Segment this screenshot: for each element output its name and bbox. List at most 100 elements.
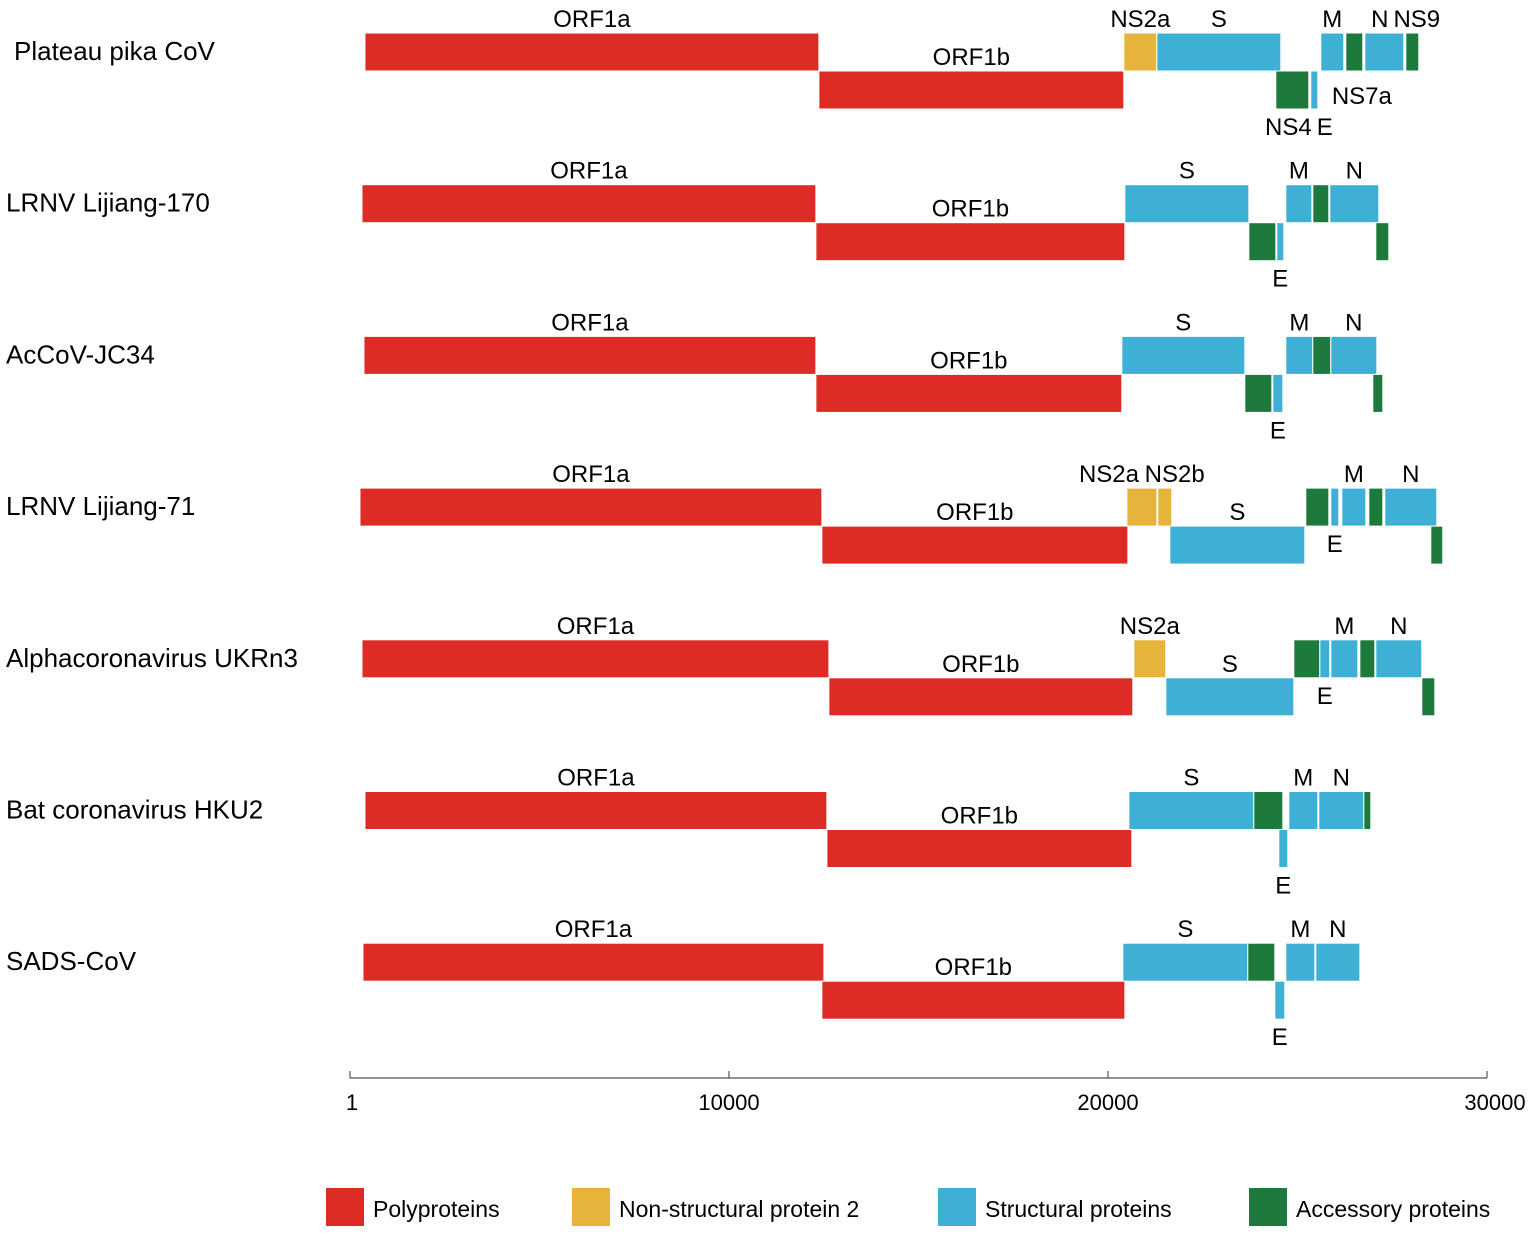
legend-label: Polyproteins	[373, 1196, 500, 1222]
gene-label: NS7a	[1332, 83, 1393, 110]
gene-label: N	[1402, 461, 1419, 488]
gene-label: NS2a	[1110, 6, 1171, 33]
gene-label: E	[1317, 114, 1333, 141]
gene-block-polyprotein	[828, 677, 1134, 717]
genome-name: LRNV Lijiang-71	[6, 491, 195, 521]
x-axis: 1 10000 20000 30000	[346, 1071, 1526, 1115]
gene-label: N	[1390, 613, 1407, 640]
gene-label: E	[1272, 1024, 1288, 1051]
gene-block-structural	[1169, 525, 1306, 565]
gene-block-structural	[1288, 791, 1319, 830]
gene-block-ns2	[1123, 32, 1158, 72]
gene-block-polyprotein	[361, 184, 817, 224]
genome-row: SADS-CoV ORF1a ORF1b S E M N	[6, 916, 1361, 1051]
gene-block-polyprotein	[364, 791, 828, 830]
gene-label: S	[1177, 916, 1193, 943]
genome-row: LRNV Lijiang-71 ORF1a ORF1b NS2a NS2b S E M N	[6, 461, 1444, 565]
gene-block-accessory	[1363, 791, 1372, 830]
gene-label: ORF1b	[933, 44, 1010, 71]
gene-label: N	[1329, 916, 1346, 943]
genome-name: SADS-CoV	[6, 946, 137, 976]
gene-block-accessory	[1275, 70, 1310, 110]
legend-swatch-structural	[938, 1188, 976, 1226]
gene-block-accessory	[1312, 335, 1332, 375]
gene-block-structural	[1121, 335, 1246, 375]
gene-label: ORF1a	[551, 309, 629, 336]
gene-block-structural	[1330, 639, 1359, 679]
gene-block-polyprotein	[818, 70, 1125, 110]
gene-label: ORF1a	[550, 158, 628, 185]
genome-name: AcCoV-JC34	[6, 339, 155, 369]
legend-swatch-polyprotein	[326, 1188, 364, 1226]
gene-block-accessory	[1368, 487, 1384, 527]
gene-label: E	[1270, 417, 1286, 444]
gene-label: E	[1317, 683, 1333, 710]
gene-label: M	[1289, 158, 1309, 185]
gene-block-polyprotein	[359, 487, 823, 527]
gene-block-accessory	[1293, 639, 1321, 679]
gene-label: ORF1a	[552, 461, 630, 488]
gene-block-structural	[1310, 70, 1319, 110]
genome-name: Alphacoronavirus UKRn3	[6, 643, 298, 673]
gene-label: ORF1a	[557, 765, 635, 792]
legend-swatch-ns2	[572, 1188, 610, 1226]
gene-label: S	[1179, 158, 1195, 185]
gene-block-accessory	[1405, 32, 1420, 72]
gene-block-accessory	[1372, 373, 1384, 413]
gene-label: N	[1333, 765, 1350, 792]
gene-block-accessory	[1248, 222, 1277, 262]
gene-block-accessory	[1375, 222, 1390, 262]
gene-block-polyprotein	[821, 980, 1126, 1020]
gene-block-polyprotein	[361, 639, 830, 679]
gene-block-polyprotein	[362, 942, 825, 982]
gene-label: ORF1a	[557, 613, 635, 640]
gene-block-structural	[1165, 677, 1295, 717]
gene-block-accessory	[1421, 677, 1436, 717]
gene-block-ns2	[1126, 487, 1158, 527]
gene-block-polyprotein	[364, 32, 820, 72]
gene-label: ORF1b	[942, 651, 1019, 678]
gene-label: NS4	[1265, 114, 1312, 141]
genome-name: Plateau pika CoV	[14, 36, 216, 66]
gene-block-accessory	[1345, 32, 1364, 72]
tick-label: 30000	[1464, 1090, 1525, 1115]
gene-block-polyprotein	[815, 373, 1123, 413]
gene-label: S	[1222, 651, 1238, 678]
gene-block-structural	[1315, 942, 1361, 982]
tick-label: 20000	[1077, 1090, 1138, 1115]
legend: Polyproteins Non-structural protein 2 Stru…	[326, 1188, 1490, 1226]
gene-block-structural	[1319, 639, 1331, 679]
legend-label: Accessory proteins	[1296, 1196, 1490, 1222]
gene-label: M	[1344, 461, 1364, 488]
gene-label: M	[1322, 6, 1342, 33]
gene-block-structural	[1318, 791, 1365, 830]
genome-row: LRNV Lijiang-170 ORF1a ORF1b S E M N	[6, 158, 1390, 293]
gene-block-accessory	[1247, 942, 1276, 982]
gene-block-accessory	[1312, 184, 1330, 224]
gene-block-structural	[1341, 487, 1367, 527]
gene-label: ORF1b	[941, 803, 1018, 830]
gene-block-accessory	[1253, 791, 1284, 830]
gene-block-structural	[1330, 487, 1340, 527]
gene-block-ns2	[1133, 639, 1167, 679]
gene-label: S	[1175, 309, 1191, 336]
gene-label: ORF1a	[555, 916, 633, 943]
gene-block-structural	[1329, 184, 1380, 224]
gene-block-polyprotein	[815, 222, 1126, 262]
gene-block-structural	[1124, 184, 1250, 224]
gene-label: NS9	[1393, 6, 1440, 33]
gene-block-polyprotein	[821, 525, 1129, 565]
gene-block-structural	[1384, 487, 1438, 527]
gene-label: NS2b	[1145, 461, 1205, 488]
gene-block-structural	[1330, 335, 1378, 375]
gene-block-ns2	[1157, 487, 1173, 527]
genome-row: Bat coronavirus HKU2 ORF1a ORF1b S E M N	[6, 765, 1372, 900]
gene-label: M	[1290, 916, 1310, 943]
gene-block-accessory	[1305, 487, 1330, 527]
gene-label: M	[1289, 309, 1309, 336]
gene-block-polyprotein	[363, 335, 817, 375]
gene-label: E	[1327, 531, 1343, 558]
gene-block-structural	[1276, 222, 1285, 262]
gene-label: N	[1371, 6, 1388, 33]
